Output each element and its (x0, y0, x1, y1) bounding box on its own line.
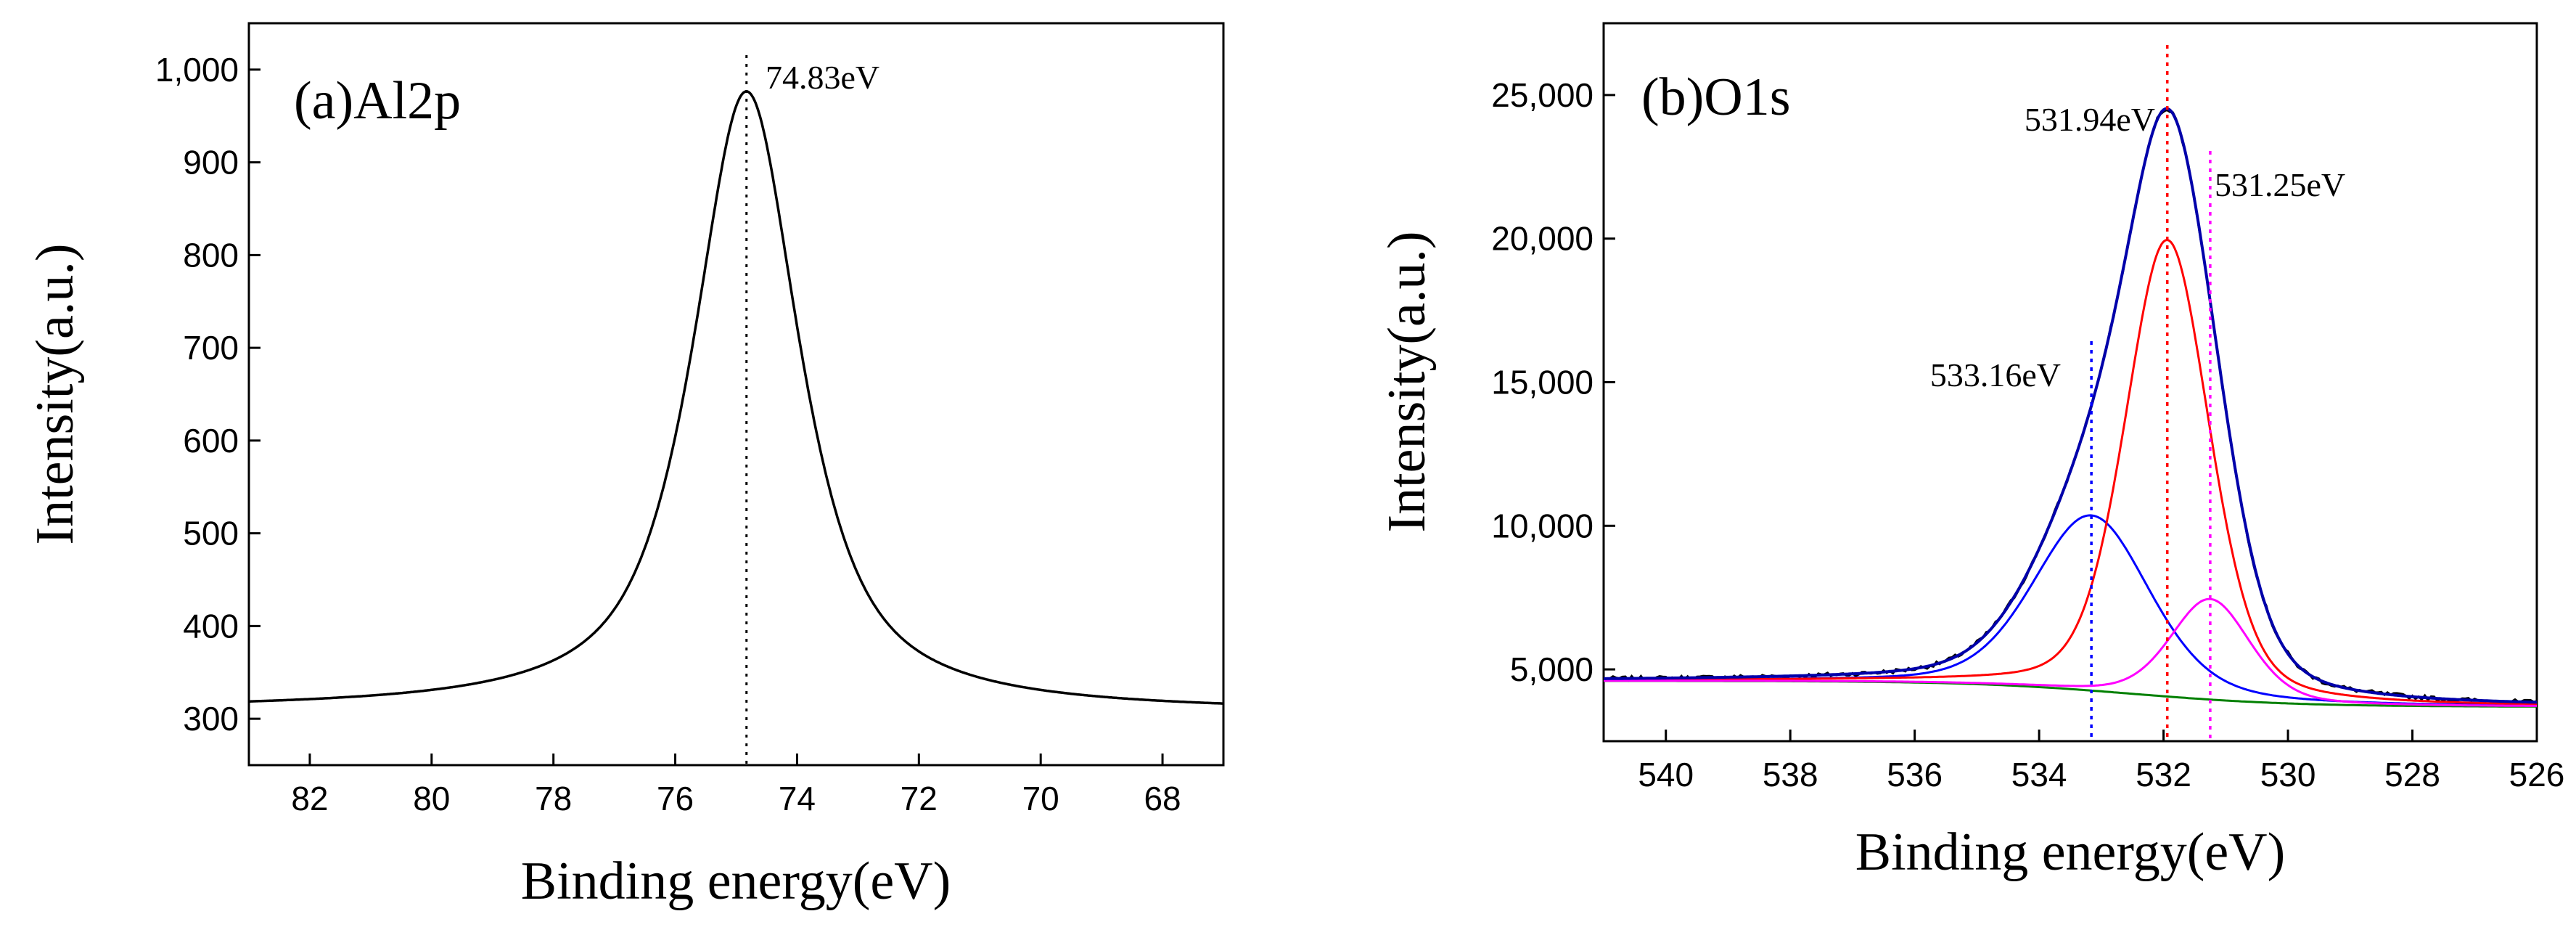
x-tick-label: 80 (413, 780, 450, 817)
y-tick-label: 800 (183, 236, 239, 274)
series-line-envelope (1604, 107, 2537, 704)
panel-title: (b)O1s (1641, 68, 1791, 127)
y-axis-title: Intensity(a.u.) (1377, 231, 1437, 532)
chart-panel-o1s: (b)O1s Binding energy(eV) Intensity(a.u.… (1377, 22, 2564, 882)
y-tick-label: 5,000 (1510, 650, 1593, 688)
peak-label-531-94: 531.94eV (2025, 101, 2155, 138)
y-tick-label: 1,000 (155, 51, 239, 89)
x-axis-title: Binding energy(eV) (1855, 822, 2286, 882)
panel-title: (a)Al2p (294, 71, 461, 131)
x-tick-label: 540 (1638, 756, 1694, 793)
peak-markers (2090, 45, 2212, 741)
x-tick-label: 532 (2136, 756, 2191, 793)
x-tick-label: 536 (1887, 756, 1943, 793)
series-line-component-2 (1604, 597, 2538, 707)
series-line-raw (1603, 108, 2538, 705)
plot-curves (1603, 107, 2538, 708)
series-line-al2p (248, 90, 1223, 705)
chart-panel-al2p: (a)Al2p Binding energy(eV) Intensity(a.u… (25, 22, 1225, 911)
x-tick-label: 538 (1763, 756, 1818, 793)
y-tick-label: 500 (183, 515, 239, 552)
y-tick-label: 700 (183, 329, 239, 367)
x-axis-title: Binding energy(eV) (521, 852, 951, 911)
x-tick-label: 530 (2260, 756, 2316, 793)
x-tick-label: 74 (779, 780, 816, 817)
series-line-component-1 (1604, 238, 2537, 706)
axis-ticks: 82 80 78 76 74 72 70 68 300 400 500 600 700 800 900 1,0… (155, 51, 1181, 817)
x-tick-label: 526 (2509, 756, 2565, 793)
x-tick-label: 72 (901, 780, 938, 817)
x-tick-label: 528 (2384, 756, 2440, 793)
x-tick-label: 70 (1022, 780, 1059, 817)
x-tick-label: 78 (535, 780, 572, 817)
y-tick-label: 400 (183, 607, 239, 645)
x-tick-label: 534 (2011, 756, 2067, 793)
peak-label-533-16: 533.16eV (1930, 356, 2061, 393)
y-tick-label: 20,000 (1491, 220, 1593, 258)
plot-frame (247, 22, 1225, 767)
y-tick-label: 600 (183, 422, 239, 460)
y-tick-label: 900 (183, 144, 239, 181)
x-tick-label: 68 (1144, 780, 1181, 817)
peak-label-531-25: 531.25eV (2215, 166, 2345, 203)
y-tick-label: 15,000 (1491, 364, 1593, 401)
y-axis-title: Intensity(a.u.) (25, 243, 85, 544)
x-tick-label: 76 (657, 780, 694, 817)
axis-ticks: 540 538 536 534 532 530 528 526 5,000 10,000 15,00… (1491, 76, 2564, 793)
x-tick-label: 82 (291, 780, 328, 817)
y-tick-label: 10,000 (1491, 507, 1593, 544)
y-tick-label: 300 (183, 700, 239, 738)
y-tick-label: 25,000 (1491, 76, 1593, 114)
peak-label-74-83: 74.83eV (766, 59, 879, 96)
plot-curves (248, 90, 1223, 705)
